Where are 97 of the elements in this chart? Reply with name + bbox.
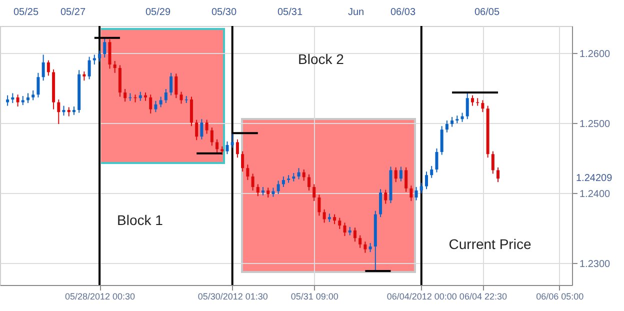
candlestick	[435, 148, 438, 173]
candlestick	[358, 234, 362, 248]
candlestick	[159, 96, 162, 108]
candlestick	[92, 54, 96, 65]
x-tick-label: 05/30/2012 01:30	[198, 292, 268, 302]
candlestick	[230, 133, 234, 148]
candlestick	[251, 173, 254, 191]
candlestick	[46, 60, 50, 76]
candlestick	[322, 208, 326, 224]
candlestick	[57, 99, 60, 124]
candlestick	[379, 188, 382, 218]
candlestick	[430, 166, 434, 178]
candlestick	[440, 126, 444, 156]
text: 05/30	[211, 7, 237, 18]
candlestick	[343, 222, 346, 236]
candlestick	[384, 189, 388, 204]
candlestick	[226, 141, 229, 155]
candlestick	[338, 217, 342, 230]
text: 06/03	[390, 7, 416, 18]
candlestick	[67, 106, 70, 117]
candlestick	[113, 60, 116, 74]
candlestick	[256, 184, 260, 197]
candlestick	[42, 54, 45, 82]
candlestick	[174, 73, 178, 99]
candlestick	[124, 88, 127, 102]
text: 06/05	[474, 7, 500, 18]
x-tick-label: 06/04 22:30	[459, 292, 507, 302]
candlestick	[496, 166, 500, 183]
candlestick	[36, 72, 40, 98]
y-tick-label: 1.2600	[580, 48, 611, 60]
candlestick	[164, 88, 168, 104]
candlestick	[205, 119, 208, 134]
candlestick	[353, 227, 356, 242]
candlestick	[410, 185, 413, 202]
candlestick	[62, 105, 66, 116]
candlestick	[88, 56, 91, 80]
candlestick	[466, 92, 469, 120]
candlestick	[170, 72, 173, 96]
text: 1.24209	[576, 173, 613, 184]
candlestick	[420, 182, 423, 194]
candlestick	[399, 166, 402, 182]
candlestick	[404, 166, 408, 192]
candlestick	[200, 118, 204, 140]
candlestick	[154, 100, 158, 113]
candlestick	[445, 120, 448, 133]
annotation: Block 1	[117, 212, 164, 228]
candlestick	[210, 127, 214, 146]
candlestick	[32, 90, 35, 101]
candlestick	[216, 138, 219, 154]
candlestick	[272, 187, 275, 198]
candlestick	[307, 174, 310, 191]
candlestick	[414, 186, 418, 201]
candlestick	[318, 194, 321, 216]
candlestick	[368, 242, 372, 253]
candlestick	[297, 168, 300, 180]
y-tick-label: 1.2300	[580, 258, 611, 270]
x-tick-label: 06/04/2012 00:00	[386, 292, 457, 302]
candlestick	[470, 94, 474, 106]
candlestick	[16, 94, 20, 107]
candlestick	[312, 184, 316, 202]
candlestick	[302, 169, 306, 182]
candlestick	[450, 116, 454, 128]
candlestick	[98, 50, 102, 62]
candlestick	[21, 96, 24, 106]
candlestick	[241, 150, 244, 172]
candlestick	[103, 37, 106, 58]
candlestick	[491, 150, 494, 174]
candlestick	[149, 94, 152, 114]
text: 05/31	[277, 7, 303, 18]
candlestick	[195, 119, 198, 141]
candlestick	[190, 96, 193, 127]
text: 05/29	[145, 7, 171, 18]
annotation: Block 2	[298, 51, 344, 67]
candlestick	[82, 71, 86, 82]
text: Jun	[348, 7, 364, 18]
candlestick	[394, 166, 398, 183]
candlestick	[246, 164, 250, 180]
candlestick	[425, 171, 428, 190]
candlestick	[333, 214, 336, 225]
candlestick	[364, 241, 367, 254]
candlestick	[282, 176, 285, 188]
candlestick	[180, 91, 183, 104]
x-tick-label: 05/31 09:00	[290, 292, 338, 302]
candlestick	[481, 100, 484, 113]
candlestick	[11, 92, 14, 104]
text: 05/27	[60, 7, 86, 18]
candlestick	[6, 94, 10, 106]
text: 05/25	[13, 7, 39, 18]
x-tick-label: 05/28/2012 00:30	[64, 292, 136, 302]
y-tick-label: 1.2400	[580, 188, 611, 200]
annotation: Current Price	[448, 236, 532, 252]
candlestick	[276, 180, 280, 194]
y-tick-label: 1.2500	[580, 118, 611, 130]
candlestick	[236, 138, 239, 158]
candlestick	[108, 38, 112, 70]
candlestick	[266, 187, 270, 198]
x-tick-label: 06/06 05:00	[536, 292, 584, 302]
